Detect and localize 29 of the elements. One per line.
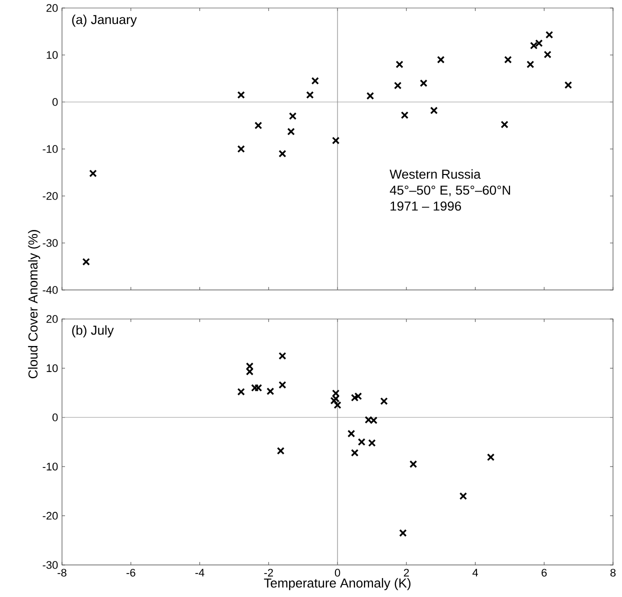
y-tick-label: 0: [52, 98, 58, 106]
x-tick-label: -8: [58, 568, 66, 577]
y-tick-label: 20: [46, 315, 58, 323]
x-tick-label: 8: [610, 568, 616, 577]
y-tick-label: -20: [42, 192, 58, 200]
y-tick-label: -10: [42, 462, 58, 470]
x-tick-label: 2: [404, 568, 409, 576]
annotation: Western Russia: [390, 169, 481, 179]
y-tick-label: -30: [42, 561, 58, 569]
y-tick-label: 0: [52, 414, 58, 422]
annotation: 1971 – 1996: [390, 202, 462, 211]
y-tick-label: -40: [42, 286, 58, 294]
x-tick-label: -4: [195, 568, 204, 576]
y-axis-title: Cloud Cover Anomaly (%): [28, 230, 40, 378]
y-tick-label: 10: [46, 364, 58, 372]
y-tick-label: 20: [46, 4, 58, 12]
y-tick-label: -20: [42, 512, 58, 520]
chart-title: (b) July: [72, 325, 114, 338]
chart-title: (a) January: [72, 14, 137, 27]
x-tick-label: -6: [126, 568, 136, 577]
x-tick-label: 6: [542, 568, 547, 577]
annotation: 45°–50° E, 55°–60°N: [390, 186, 510, 196]
y-tick-label: -30: [42, 239, 58, 247]
x-tick-label: 0: [334, 568, 340, 577]
x-tick-label: 4: [472, 568, 478, 576]
y-tick-label: -10: [42, 145, 58, 153]
x-tick-label: -2: [264, 568, 273, 576]
x-axis-title: Temperature Anomaly (K): [264, 578, 410, 590]
y-tick-label: 10: [46, 51, 58, 59]
